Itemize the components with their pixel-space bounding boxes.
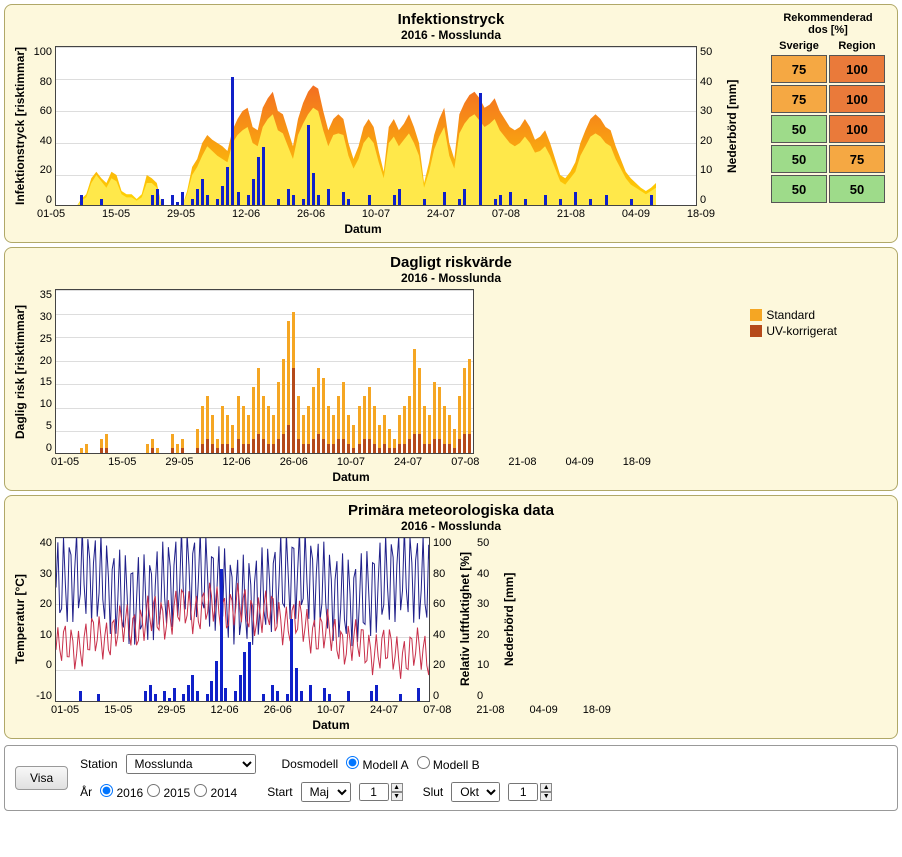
meteo-plot (55, 537, 430, 702)
infektion-ylabel-left: Infektionstryck [risktimmar] (11, 46, 29, 206)
year-radio-2016[interactable]: 2016 (100, 786, 143, 800)
infektion-yticks-right: 50403020100 (697, 46, 723, 206)
infektion-yticks-left: 100806040200 (29, 46, 55, 206)
station-select[interactable]: Mosslunda (126, 754, 256, 774)
daglig-yticks-left: 35302520151050 (29, 289, 55, 454)
dos-cell: 75 (771, 55, 827, 83)
start-day-down[interactable]: ▼ (391, 792, 403, 801)
dos-cell: 50 (829, 175, 885, 203)
dos-cell: 50 (771, 115, 827, 143)
meteo-subtitle: 2016 - Mosslunda (11, 519, 891, 533)
dos-cell: 100 (829, 55, 885, 83)
dos-cell: 50 (771, 175, 827, 203)
meteo-yticks-right: 100806040200 (430, 537, 456, 702)
slut-day-down[interactable]: ▼ (540, 792, 552, 801)
daglig-xlabel: Datum (51, 470, 651, 484)
daglig-xticks: 01-0515-0529-0512-0626-0610-0724-0707-08… (51, 456, 651, 468)
daglig-title: Dagligt riskvärde (11, 254, 891, 271)
slut-day-up[interactable]: ▲ (540, 783, 552, 792)
infektion-panel: Infektionstryck 2016 - Mosslunda Infekti… (4, 4, 898, 243)
meteo-yticks-right2: 50403020100 (474, 537, 500, 702)
meteo-xticks: 01-0515-0529-0512-0626-0610-0724-0707-08… (51, 704, 611, 716)
modell-a-radio[interactable]: Modell A (346, 756, 408, 772)
dos-table: Rekommenderad dos [%] Sverige Region 751… (769, 9, 887, 205)
modell-b-radio[interactable]: Modell B (417, 756, 480, 772)
daglig-legend: Standard UV-korrigerat (750, 308, 837, 340)
slut-day-input[interactable] (508, 783, 538, 801)
meteo-ylabel-right2: Nederbörd [mm] (500, 537, 518, 702)
infektion-plot (55, 46, 697, 206)
meteo-ylabel-left: Temperatur [°C] (11, 537, 29, 702)
infektion-xticks: 01-0515-0529-0512-0626-0610-0724-0707-08… (37, 208, 715, 220)
daglig-plot (55, 289, 474, 454)
slut-label: Slut (423, 785, 444, 799)
dos-cell: 100 (829, 115, 885, 143)
dos-header: Rekommenderad dos [%] (771, 11, 885, 37)
dosmodell-label: Dosmodell (282, 757, 339, 771)
dos-cell: 50 (771, 145, 827, 173)
dos-cell: 75 (829, 145, 885, 173)
year-radio-2015[interactable]: 2015 (147, 786, 190, 800)
legend-standard: Standard (750, 308, 837, 322)
daglig-panel: Dagligt riskvärde 2016 - Mosslunda Dagli… (4, 247, 898, 491)
start-day-up[interactable]: ▲ (391, 783, 403, 792)
infektion-ylabel-right: Nederbörd [mm] (723, 46, 741, 206)
meteo-yticks-left: 403020100-10 (29, 537, 55, 702)
infektion-subtitle: 2016 - Mosslunda (11, 28, 891, 42)
dos-col-region: Region (829, 39, 885, 53)
legend-uv: UV-korrigerat (750, 324, 837, 338)
meteo-xlabel: Datum (51, 718, 611, 732)
controls-bar: Visa Station Mosslunda Dosmodell Modell … (4, 745, 898, 811)
ar-label: År (80, 785, 92, 799)
start-day-input[interactable] (359, 783, 389, 801)
infektion-xlabel: Datum (11, 222, 715, 236)
dos-cell: 100 (829, 85, 885, 113)
start-label: Start (267, 785, 292, 799)
slut-month-select[interactable]: Okt (451, 782, 500, 802)
station-label: Station (80, 757, 117, 771)
daglig-ylabel-left: Daglig risk [risktimmar] (11, 289, 29, 454)
meteo-panel: Primära meteorologiska data 2016 - Mossl… (4, 495, 898, 739)
infektion-title: Infektionstryck (11, 11, 891, 28)
daglig-subtitle: 2016 - Mosslunda (11, 271, 891, 285)
year-radio-2014[interactable]: 2014 (194, 786, 237, 800)
meteo-title: Primära meteorologiska data (11, 502, 891, 519)
meteo-ylabel-right: Relativ luftfuktighet [%] (456, 537, 474, 702)
dos-cell: 75 (771, 85, 827, 113)
visa-button[interactable]: Visa (15, 766, 68, 790)
dos-col-sverige: Sverige (771, 39, 827, 53)
start-month-select[interactable]: Maj (301, 782, 351, 802)
